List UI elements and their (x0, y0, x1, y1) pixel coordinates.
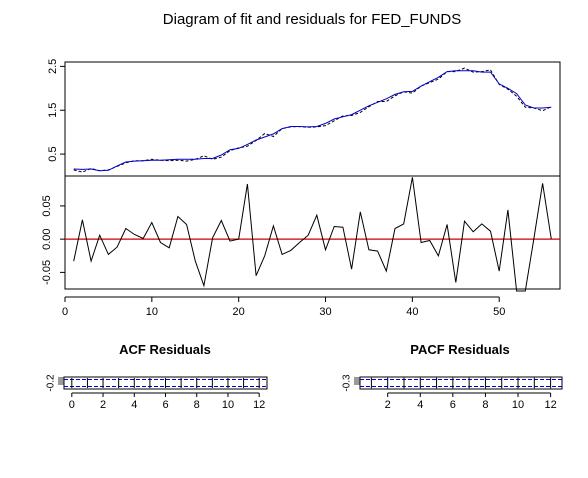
pacf-x-tick-label: 12 (544, 399, 556, 411)
residuals-x-tick-label: 50 (493, 306, 505, 318)
acf-panel: -0.2 0 2 4 6 8 10 12 (46, 374, 268, 411)
fitted-series-line (73, 70, 552, 172)
pacf-y-tick-label: -0.3 (342, 374, 353, 392)
residuals-x-tick-label: 30 (319, 306, 331, 318)
pacf-plot-frame (359, 376, 563, 390)
residuals-x-tick-label: 10 (146, 306, 158, 318)
pacf-panel: -0.3 2 4 6 8 10 12 (342, 374, 563, 411)
fit-plot-frame (64, 61, 561, 177)
acf-plot-frame (63, 376, 268, 390)
pacf-x-tick-label: 8 (482, 399, 488, 411)
acf-x-tick-label: 2 (100, 399, 106, 411)
chart-title: Diagram of fit and residuals for FED_FUN… (163, 11, 461, 28)
residuals-x-tick-label: 20 (233, 306, 245, 318)
acf-y-tick-label: -0.2 (46, 374, 57, 392)
residuals-plot-frame (64, 175, 561, 290)
residuals-panel: -0.05 0.00 0.05 0 10 20 30 40 50 (41, 175, 561, 318)
residuals-y-tick-label: 0.00 (41, 228, 53, 249)
fit-panel: 0.5 1.5 2.5 (47, 59, 561, 177)
pacf-x-tick-label: 6 (450, 399, 456, 411)
acf-x-tick-label: 10 (222, 399, 234, 411)
fit-y-tick-label: 1.5 (47, 103, 59, 118)
acf-x-tick-label: 12 (253, 399, 265, 411)
fit-y-tick-label: 2.5 (47, 59, 59, 74)
residuals-x-tick-label: 40 (406, 306, 418, 318)
residuals-y-tick-label: 0.05 (41, 195, 53, 216)
fit-y-tick-label: 0.5 (47, 146, 59, 161)
acf-x-tick-label: 4 (131, 399, 137, 411)
residuals-y-tick-label: -0.05 (41, 260, 53, 285)
actual-series-line (73, 67, 552, 173)
acf-title: ACF Residuals (119, 342, 211, 357)
acf-x-tick-label: 8 (194, 399, 200, 411)
pacf-x-tick-label: 4 (417, 399, 423, 411)
pacf-title: PACF Residuals (410, 342, 509, 357)
pacf-x-tick-label: 2 (385, 399, 391, 411)
acf-x-tick-label: 6 (162, 399, 168, 411)
acf-x-tick-label: 0 (69, 399, 75, 411)
pacf-x-tick-label: 10 (512, 399, 524, 411)
residuals-series-line (73, 177, 552, 292)
residuals-x-tick-label: 0 (62, 306, 68, 318)
